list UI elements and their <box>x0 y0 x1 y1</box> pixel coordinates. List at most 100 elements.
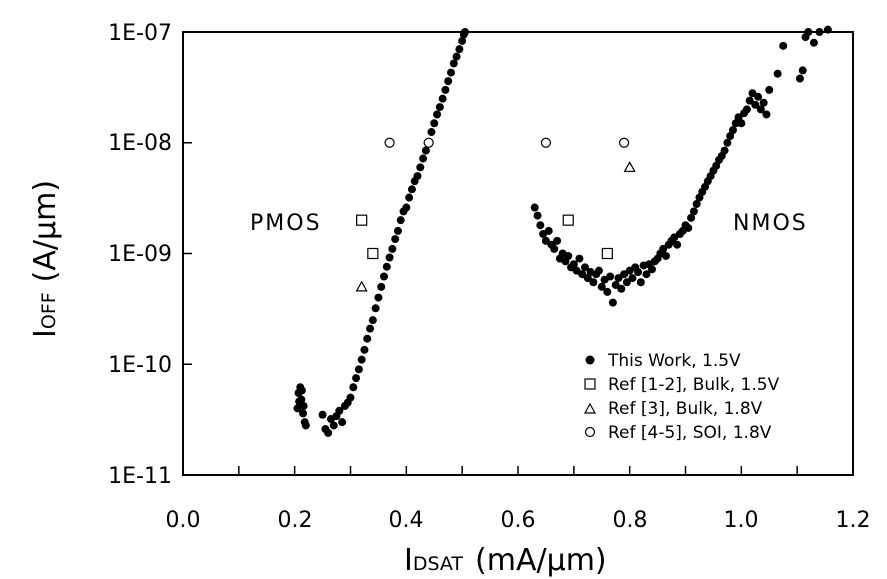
this-work-point <box>407 185 416 194</box>
legend-marker-this-work <box>585 355 595 365</box>
this-work-point <box>622 278 631 287</box>
ref-bulk-1-5v-point <box>356 214 368 226</box>
this-work-point <box>589 278 598 287</box>
ref-soi-point <box>540 137 552 148</box>
this-work-point <box>762 110 771 119</box>
this-work-point <box>444 77 453 86</box>
y-tick-label: 1E-09 <box>108 242 172 267</box>
this-work-point <box>447 68 455 77</box>
y-tick-label: 1E-10 <box>108 353 172 378</box>
legend-label: This Work, 1.5V <box>607 351 741 371</box>
this-work-point <box>634 268 643 277</box>
this-work-point <box>603 287 612 296</box>
this-work-point <box>405 193 414 202</box>
this-work-point <box>759 98 768 107</box>
y-tick-label: 1E-08 <box>108 131 172 156</box>
this-work-point <box>751 100 760 109</box>
this-work-point <box>798 66 807 75</box>
this-work-point <box>569 260 578 269</box>
this-work-point <box>402 203 411 212</box>
this-work-point <box>611 280 620 289</box>
this-work-point <box>553 236 562 245</box>
this-work-point <box>723 138 732 147</box>
this-work-point <box>734 113 743 122</box>
this-work-point <box>608 298 617 307</box>
legend-marker-ref-1-2 <box>584 378 596 390</box>
y-axis-title-unit-end: m) <box>28 180 63 221</box>
this-work-point <box>773 69 782 78</box>
this-work-point <box>614 274 623 283</box>
this-work-point <box>779 41 788 50</box>
this-work-point <box>352 374 361 383</box>
this-work-point <box>293 404 302 413</box>
this-work-point <box>301 421 310 430</box>
legend-label: Ref [3], Bulk, 1.8V <box>608 399 763 419</box>
this-work-point <box>684 223 693 232</box>
x-tick-label: 0.0 <box>166 508 201 533</box>
ref-bulk-1-8v-point <box>623 161 636 172</box>
this-work-point <box>795 74 804 83</box>
this-work-point <box>324 428 333 437</box>
this-work-point <box>441 85 450 94</box>
this-work-point <box>382 262 391 271</box>
y-tick-label: 1E-07 <box>108 21 172 46</box>
y-axis-title: IOFF (A/μm) <box>28 180 63 338</box>
this-work-point <box>438 94 447 103</box>
x-tick-label: 0.4 <box>389 508 424 533</box>
x-axis-title-mu: μ <box>547 543 566 578</box>
this-work-point <box>606 272 615 281</box>
x-tick-label: 0.8 <box>613 508 648 533</box>
this-work-point <box>544 226 553 235</box>
this-work-point <box>368 316 377 325</box>
this-work-point <box>731 119 740 128</box>
this-work-point <box>636 278 645 287</box>
this-work-point <box>754 92 763 101</box>
this-work-point <box>396 216 405 225</box>
this-work-point <box>449 59 458 68</box>
this-work-point <box>297 386 306 395</box>
this-work-point <box>745 96 754 105</box>
this-work-point <box>575 254 584 263</box>
this-work-point <box>692 199 701 208</box>
this-work-point <box>673 240 682 249</box>
this-work-point <box>363 334 372 343</box>
this-work-point <box>564 251 573 260</box>
this-work-point <box>728 126 737 135</box>
this-work-point <box>421 146 430 155</box>
x-axis-title-sub: DSAT <box>413 553 464 575</box>
this-work-point <box>385 253 394 262</box>
legend-label: Ref [1-2], Bulk, 1.5V <box>608 375 780 395</box>
x-tick-label: 0.6 <box>501 508 536 533</box>
y-axis-title-sub: OFF <box>38 292 60 329</box>
x-tick-label: 0.2 <box>278 508 313 533</box>
x-tick-label: 1.2 <box>836 508 871 533</box>
x-axis-title-unit: (mA/ <box>475 543 547 578</box>
ref-soi-point <box>423 137 434 148</box>
this-work-point <box>430 119 439 128</box>
legend-marker-ref-4-5 <box>584 426 596 438</box>
this-work-point <box>299 409 308 418</box>
data-points <box>293 25 832 437</box>
this-work-point <box>435 103 444 112</box>
ref-bulk-1-5v-point <box>562 214 574 226</box>
this-work-point <box>458 36 467 45</box>
this-work-point <box>354 365 363 374</box>
legend: This Work, 1.5V Ref [1-2], Bulk, 1.5V Re… <box>583 351 780 443</box>
y-tick-label: 1E-11 <box>108 464 172 489</box>
this-work-point <box>357 355 366 364</box>
this-work-point <box>455 45 464 54</box>
this-work-point <box>530 203 539 212</box>
this-work-point <box>541 236 550 245</box>
this-work-point <box>388 244 397 253</box>
this-work-point <box>661 251 670 260</box>
nmos-annotation: NMOS <box>733 211 808 236</box>
this-work-point <box>809 38 818 47</box>
this-work-point <box>642 270 651 279</box>
this-work-point <box>346 393 355 402</box>
this-work-point <box>427 128 436 137</box>
y-axis-title-mu: μ <box>28 221 63 240</box>
pmos-annotation: PMOS <box>250 211 322 236</box>
legend-marker-ref-3 <box>583 402 597 414</box>
this-work-point <box>689 207 698 216</box>
